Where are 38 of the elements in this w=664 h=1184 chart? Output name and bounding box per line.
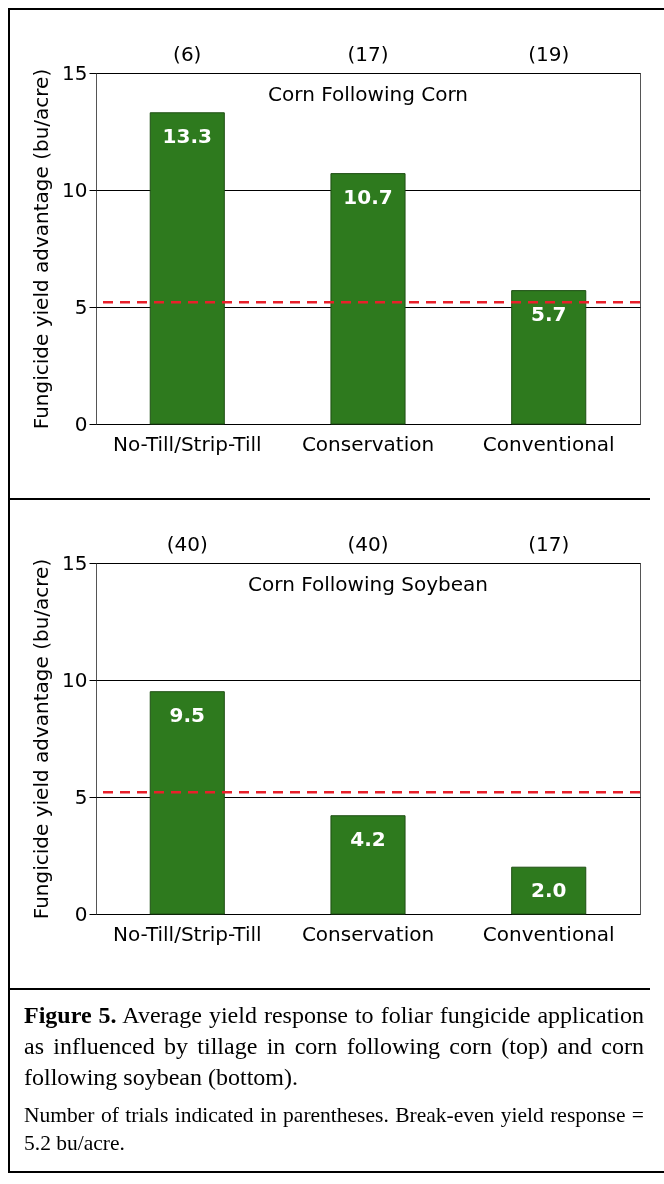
text: (6) — [173, 42, 202, 66]
caption: Figure 5. Average yield response to foliar fungicide application as influenced by tillage in corn following corn (top) and corn following soybean (bottom). — [24, 1001, 645, 1092]
text: Number of trials indicated in parentheses. Break-even yield response = 5.2 bu/acre. — [24, 1102, 644, 1157]
x-tick-label: Conservation — [301, 431, 435, 456]
data-label: 13.3 — [162, 123, 212, 148]
bar — [330, 815, 406, 915]
bar — [149, 112, 225, 425]
y-axis-title: Fungicide yield advantage (bu/acre) — [29, 558, 54, 920]
x-tick-label: No-Till/Strip-Till — [112, 431, 262, 456]
y-tick-label: 15 — [62, 60, 88, 85]
bar — [511, 866, 587, 915]
y-tick-label: 0 — [74, 411, 88, 436]
x-tick-label: Conventional — [482, 921, 615, 946]
y-tick-label: 5 — [74, 784, 88, 809]
bar — [330, 173, 406, 425]
data-label: 9.5 — [169, 702, 205, 727]
data-label: 10.7 — [343, 184, 393, 209]
x-tick-label: Conventional — [482, 431, 615, 456]
text: (19) — [528, 42, 570, 66]
text: (40) — [166, 532, 208, 556]
y-tick-label: 15 — [62, 550, 88, 575]
y-tick-label: 10 — [62, 667, 88, 692]
bar — [511, 290, 587, 425]
text: (17) — [528, 532, 570, 556]
text: Corn Following Soybean — [248, 572, 488, 596]
data-label: 4.2 — [350, 826, 386, 851]
data-label: 2.0 — [531, 878, 567, 903]
y-axis-title: Fungicide yield advantage (bu/acre) — [29, 68, 54, 430]
data-label: 5.7 — [531, 301, 567, 326]
x-tick-label: Conservation — [301, 921, 435, 946]
x-tick-label: No-Till/Strip-Till — [112, 921, 262, 946]
text: Corn Following Corn — [268, 82, 468, 106]
text: (40) — [347, 532, 389, 556]
text: (17) — [347, 42, 389, 66]
y-tick-label: 0 — [74, 901, 88, 926]
y-tick-label: 5 — [74, 294, 88, 319]
bar — [149, 691, 225, 915]
y-tick-label: 10 — [62, 177, 88, 202]
